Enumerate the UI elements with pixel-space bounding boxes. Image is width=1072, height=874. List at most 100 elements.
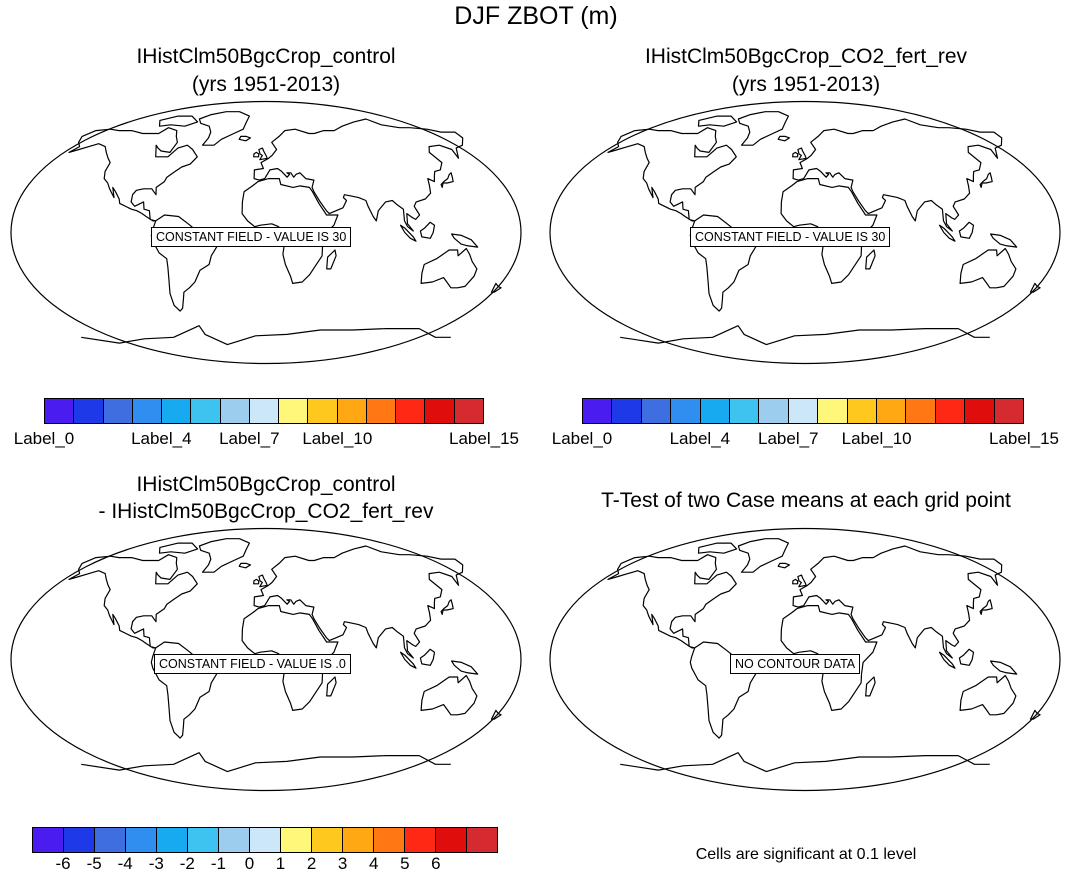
colorbar-cell — [188, 828, 219, 852]
coastline-eurasia — [253, 545, 464, 659]
coastline-japan — [979, 599, 993, 616]
coastline-antarctica — [81, 752, 451, 773]
colorbar-cell — [157, 828, 188, 852]
colorbar-tick-label: Label_10 — [302, 429, 373, 448]
map-border — [549, 527, 1061, 792]
colorbar-tick-label: Label_4 — [669, 429, 731, 448]
colorbar-cell — [436, 828, 467, 852]
colorbar-cell — [366, 399, 397, 423]
coastline-borneo — [958, 648, 975, 666]
coastline-iceland — [238, 562, 252, 569]
colorbar-tick-label: -3 — [148, 854, 164, 873]
colorbar-cell — [583, 399, 613, 423]
colorbar-cell — [249, 399, 280, 423]
coastline-new-zealand — [490, 709, 502, 720]
colorbar-cell — [279, 399, 309, 423]
coastline-new-zealand — [490, 282, 502, 293]
coastline-arctic-islands — [697, 542, 738, 554]
coastline-australia — [420, 247, 478, 289]
colorbar-cell — [671, 399, 701, 423]
panel-3-field-label: CONSTANT FIELD - VALUE IS .0 — [154, 654, 351, 674]
panel-3-world-map — [10, 527, 522, 792]
colorbar-cell — [191, 399, 221, 423]
colorbar-cell — [343, 828, 374, 852]
coastline-madagascar — [326, 676, 337, 697]
panel-1-title-line1: IHistClm50BgcCrop_control — [136, 45, 396, 68]
colorbar-cell — [935, 399, 966, 423]
coastline-british-isles — [258, 147, 268, 161]
colorbar-cell — [641, 399, 672, 423]
coastline-arctic-islands — [158, 542, 199, 554]
colorbar-cell — [74, 399, 104, 423]
panel-4-significance-note: Cells are significant at 0.1 level — [695, 846, 917, 863]
colorbar-cell — [281, 828, 312, 852]
coastline-africa — [241, 604, 339, 711]
coastline-greenland — [198, 538, 250, 573]
coastline-north-america — [607, 127, 737, 222]
colorbar-tick-label: Label_10 — [841, 429, 912, 448]
colorbar-cell — [700, 399, 731, 423]
colorbar-tick-label: -6 — [55, 854, 71, 873]
coastline-japan — [440, 599, 454, 616]
colorbar-tick-label: 3 — [337, 854, 348, 873]
panel-4-field-label: NO CONTOUR DATA — [730, 654, 861, 674]
coastline-antarctica — [81, 325, 451, 346]
colorbar-tick-label: -1 — [210, 854, 226, 873]
map-border — [549, 100, 1061, 365]
coastline-north-america — [68, 127, 198, 222]
coastline-north-america — [607, 554, 737, 649]
colorbar-tick-label: Label_7 — [758, 429, 819, 448]
colorbar-cell — [396, 399, 426, 423]
colorbar-cell — [994, 399, 1024, 423]
colorbar-cell — [132, 399, 163, 423]
colorbar-cell — [906, 399, 936, 423]
panel-2-colorbar — [582, 398, 1024, 424]
panel-3-title-line1: IHistClm50BgcCrop_control — [136, 473, 396, 496]
coastline-japan — [979, 172, 993, 189]
coastline-arctic-islands — [158, 115, 199, 127]
panel-2-title-line2: (yrs 1951-2013) — [731, 73, 881, 96]
coastline-antarctica — [620, 325, 990, 346]
colorbar-cell — [126, 828, 157, 852]
coastline-new-guinea — [990, 233, 1018, 248]
coastline-north-america — [68, 554, 198, 649]
coastline-australia — [959, 674, 1017, 716]
colorbar-cell — [847, 399, 878, 423]
colorbar-cell — [95, 828, 126, 852]
coastline-africa — [780, 177, 878, 284]
coastline-madagascar — [865, 249, 876, 270]
coastline-greenland — [198, 111, 250, 146]
colorbar-cell — [454, 399, 483, 423]
colorbar-cell — [965, 399, 995, 423]
colorbar-cell — [877, 399, 907, 423]
coastline-eurasia — [792, 545, 1003, 659]
colorbar-tick-label: Label_15 — [449, 429, 519, 448]
colorbar-tick-label: Label_15 — [989, 429, 1059, 448]
colorbar-cell — [162, 399, 192, 423]
colorbar-tick-label: -5 — [86, 854, 102, 873]
map-border — [10, 100, 522, 365]
coastline-ireland — [792, 151, 799, 158]
colorbar-tick-label: -4 — [117, 854, 133, 873]
colorbar-cell — [45, 399, 75, 423]
coastline-eurasia — [253, 118, 464, 232]
coastline-sumatra — [938, 651, 956, 669]
coastline-borneo — [419, 221, 436, 239]
coastline-borneo — [958, 221, 975, 239]
coastline-british-isles — [797, 147, 807, 161]
panel-1-colorbar — [44, 398, 484, 424]
colorbar-cell — [308, 399, 338, 423]
panel-3-colorbar — [32, 827, 498, 853]
colorbar-cell — [374, 828, 405, 852]
colorbar-tick-label: Label_4 — [131, 429, 192, 448]
coastline-africa — [780, 604, 878, 711]
coastline-sumatra — [399, 224, 417, 242]
coastline-sumatra — [399, 651, 417, 669]
colorbar-cell — [730, 399, 760, 423]
coastline-madagascar — [326, 249, 337, 270]
coastline-greenland — [737, 538, 789, 573]
colorbar-cell — [788, 399, 819, 423]
panel-1-field-label: CONSTANT FIELD - VALUE IS 30 — [151, 227, 352, 247]
coastline-antarctica — [620, 752, 990, 773]
coastline-new-guinea — [990, 660, 1018, 675]
